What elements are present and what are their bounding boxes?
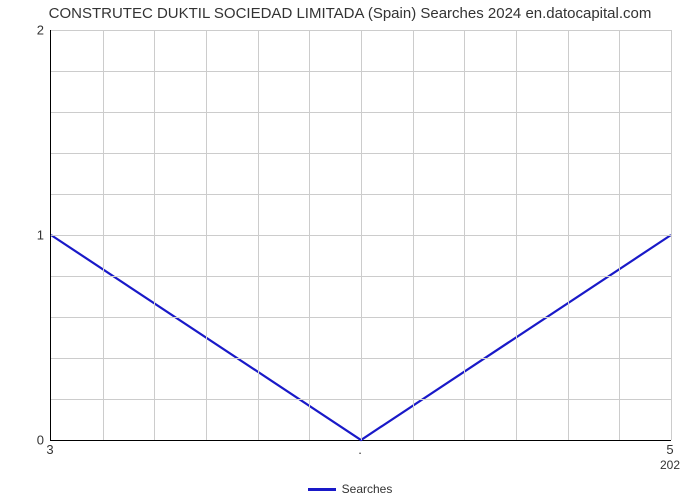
gridline-v bbox=[413, 30, 414, 440]
x-sublabel-right: 202 bbox=[660, 458, 680, 472]
chart-container: CONSTRUTEC DUKTIL SOCIEDAD LIMITADA (Spa… bbox=[0, 0, 700, 500]
legend-swatch bbox=[308, 488, 336, 491]
gridline-v bbox=[464, 30, 465, 440]
gridline-v bbox=[619, 30, 620, 440]
x-tick-center-mark: . bbox=[358, 442, 362, 457]
gridline-v bbox=[206, 30, 207, 440]
chart-title: CONSTRUTEC DUKTIL SOCIEDAD LIMITADA (Spa… bbox=[0, 5, 700, 22]
y-tick-label: 2 bbox=[14, 23, 44, 38]
gridline-v bbox=[568, 30, 569, 440]
gridline-v bbox=[671, 30, 672, 440]
legend-label: Searches bbox=[342, 482, 393, 496]
gridline-v bbox=[258, 30, 259, 440]
gridline-v bbox=[154, 30, 155, 440]
legend: Searches bbox=[0, 482, 700, 496]
gridline-v bbox=[516, 30, 517, 440]
gridline-v bbox=[103, 30, 104, 440]
x-tick-label-left: 3 bbox=[46, 442, 53, 457]
y-tick-label: 0 bbox=[14, 433, 44, 448]
gridline-v bbox=[361, 30, 362, 440]
gridline-v bbox=[309, 30, 310, 440]
x-tick-label-right: 5 bbox=[666, 442, 673, 457]
plot-area bbox=[50, 30, 671, 441]
y-tick-label: 1 bbox=[14, 228, 44, 243]
